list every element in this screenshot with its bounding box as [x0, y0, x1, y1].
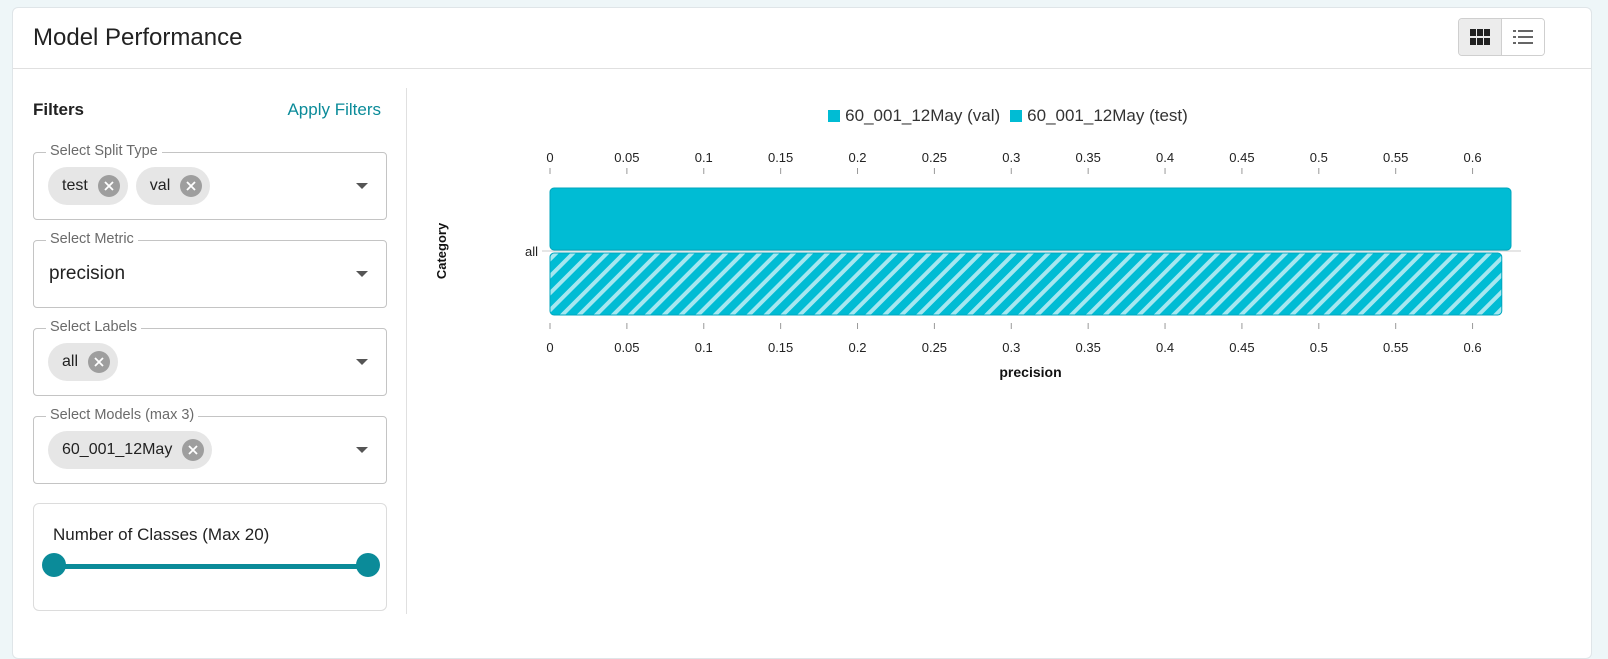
legend-item-test[interactable]: 60_001_12May (test) — [1010, 106, 1188, 126]
list-view-button[interactable] — [1502, 19, 1544, 55]
legend-swatch — [828, 110, 841, 122]
x-tick-label-top: 0.45 — [1229, 150, 1254, 165]
metric-select[interactable]: Select Metric precision — [33, 231, 387, 308]
x-tick-label-bottom: 0.6 — [1464, 340, 1482, 355]
grid-icon — [1470, 29, 1490, 45]
x-tick-label-bottom: 0.4 — [1156, 340, 1174, 355]
x-tick-label-bottom: 0.45 — [1229, 340, 1254, 355]
x-tick-label-bottom: 0.5 — [1310, 340, 1328, 355]
x-tick-label-bottom: 0.35 — [1076, 340, 1101, 355]
dropdown-arrow-icon[interactable] — [356, 183, 368, 189]
apply-filters-button[interactable]: Apply Filters — [287, 100, 381, 119]
bar-chart: 0 0 0.05 0.05 0.1 0.1 0.15 0.15 0.2 0.2 0.25 0.25 0.… — [434, 150, 1521, 380]
metric-label: Select Metric — [46, 231, 138, 247]
x-tick-label-top: 0.5 — [1310, 150, 1328, 165]
list-icon — [1513, 30, 1533, 44]
bar-60-001-12may-test- — [549, 252, 1503, 316]
filters-title: Filters — [33, 100, 85, 119]
x-tick-label-top: 0 — [546, 150, 553, 165]
chip-model: 60_001_12May — [48, 431, 213, 469]
remove-chip-icon[interactable] — [88, 351, 111, 373]
panel-divider — [406, 88, 407, 614]
x-tick-label-top: 0.55 — [1383, 150, 1408, 165]
legend-label: 60_001_12May (val) — [845, 106, 1001, 125]
slider-thumb-min[interactable] — [42, 553, 66, 577]
chip-label: all — [62, 353, 79, 370]
labels-select[interactable]: Select Labels all — [33, 319, 387, 396]
split-type-select[interactable]: Select Split Type test val — [33, 143, 387, 220]
x-tick-label-top: 0.2 — [848, 150, 866, 165]
page-title: Model Performance — [33, 24, 243, 51]
x-tick-label-top: 0.6 — [1464, 150, 1482, 165]
models-chips: 60_001_12May — [48, 431, 213, 469]
x-tick-label-top: 0.05 — [614, 150, 639, 165]
classes-slider-box: Number of Classes (Max 20) — [33, 503, 387, 611]
x-tick-label-top: 0.1 — [695, 150, 713, 165]
y-axis-title: Category — [434, 222, 449, 279]
x-tick-label-bottom: 0.15 — [768, 340, 793, 355]
x-tick-label-bottom: 0.1 — [695, 340, 713, 355]
dropdown-arrow-icon[interactable] — [356, 447, 368, 453]
remove-chip-icon[interactable] — [182, 439, 205, 461]
card-header: Model Performance — [13, 8, 1591, 69]
split-type-chips: test val — [48, 167, 211, 205]
bar-60-001-12may-val- — [549, 187, 1512, 251]
grid-view-button[interactable] — [1459, 19, 1502, 55]
remove-chip-icon[interactable] — [180, 175, 203, 197]
category-label: all — [525, 244, 538, 259]
chart-legend: 60_001_12May (val) 60_001_12May (test) — [413, 106, 1583, 126]
x-tick-label-top: 0.35 — [1076, 150, 1101, 165]
x-tick-label-top: 0.15 — [768, 150, 793, 165]
x-tick-label-bottom: 0.05 — [614, 340, 639, 355]
dropdown-arrow-icon[interactable] — [356, 271, 368, 277]
x-tick-label-bottom: 0.2 — [848, 340, 866, 355]
view-toggle — [1458, 18, 1545, 56]
models-select[interactable]: Select Models (max 3) 60_001_12May — [33, 407, 387, 484]
x-tick-label-top: 0.25 — [922, 150, 947, 165]
chart-area: 60_001_12May (val) 60_001_12May (test) 0… — [413, 88, 1583, 608]
x-tick-label-top: 0.3 — [1002, 150, 1020, 165]
x-tick-label-bottom: 0.55 — [1383, 340, 1408, 355]
split-type-label: Select Split Type — [46, 143, 162, 159]
labels-label: Select Labels — [46, 319, 142, 335]
chip-test: test — [48, 167, 128, 205]
x-tick-label-bottom: 0.3 — [1002, 340, 1020, 355]
x-tick-label-top: 0.4 — [1156, 150, 1174, 165]
slider-thumb-max[interactable] — [356, 553, 380, 577]
chip-all: all — [48, 343, 119, 381]
chip-label: test — [62, 177, 88, 194]
legend-label: 60_001_12May (test) — [1027, 106, 1188, 125]
models-label: Select Models (max 3) — [46, 407, 199, 423]
chip-label: val — [149, 177, 171, 194]
metric-value: precision — [49, 263, 126, 284]
chip-val: val — [135, 167, 211, 205]
labels-chips: all — [48, 343, 119, 381]
classes-slider-label: Number of Classes (Max 20) — [53, 525, 270, 544]
remove-chip-icon[interactable] — [97, 175, 120, 197]
slider-track[interactable] — [54, 564, 366, 569]
x-axis-title: precision — [999, 364, 1061, 380]
legend-swatch — [1010, 110, 1023, 122]
dropdown-arrow-icon[interactable] — [356, 359, 368, 365]
chip-label: 60_001_12May — [62, 441, 173, 458]
legend-item-val[interactable]: 60_001_12May (val) — [828, 106, 1000, 126]
model-performance-card: Model Performance Filters Apply Filters … — [12, 7, 1592, 659]
x-tick-label-bottom: 0 — [546, 340, 553, 355]
x-tick-label-bottom: 0.25 — [922, 340, 947, 355]
